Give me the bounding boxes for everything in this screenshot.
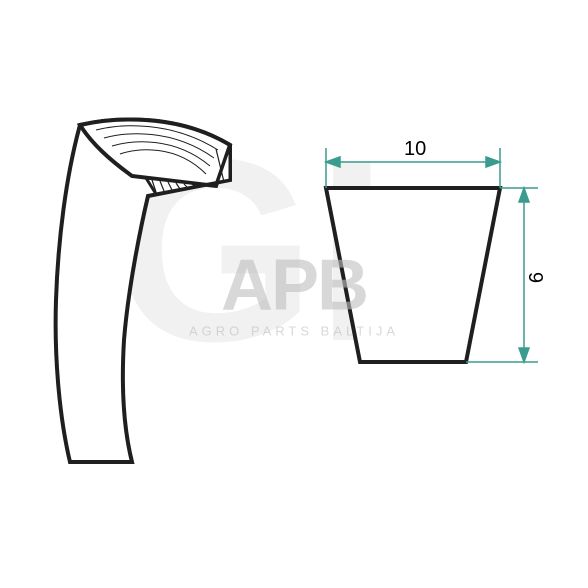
dim-width-label: 10: [404, 138, 426, 161]
dim-height-label: 6: [526, 272, 549, 283]
belt-diagram: GL: [0, 0, 588, 588]
